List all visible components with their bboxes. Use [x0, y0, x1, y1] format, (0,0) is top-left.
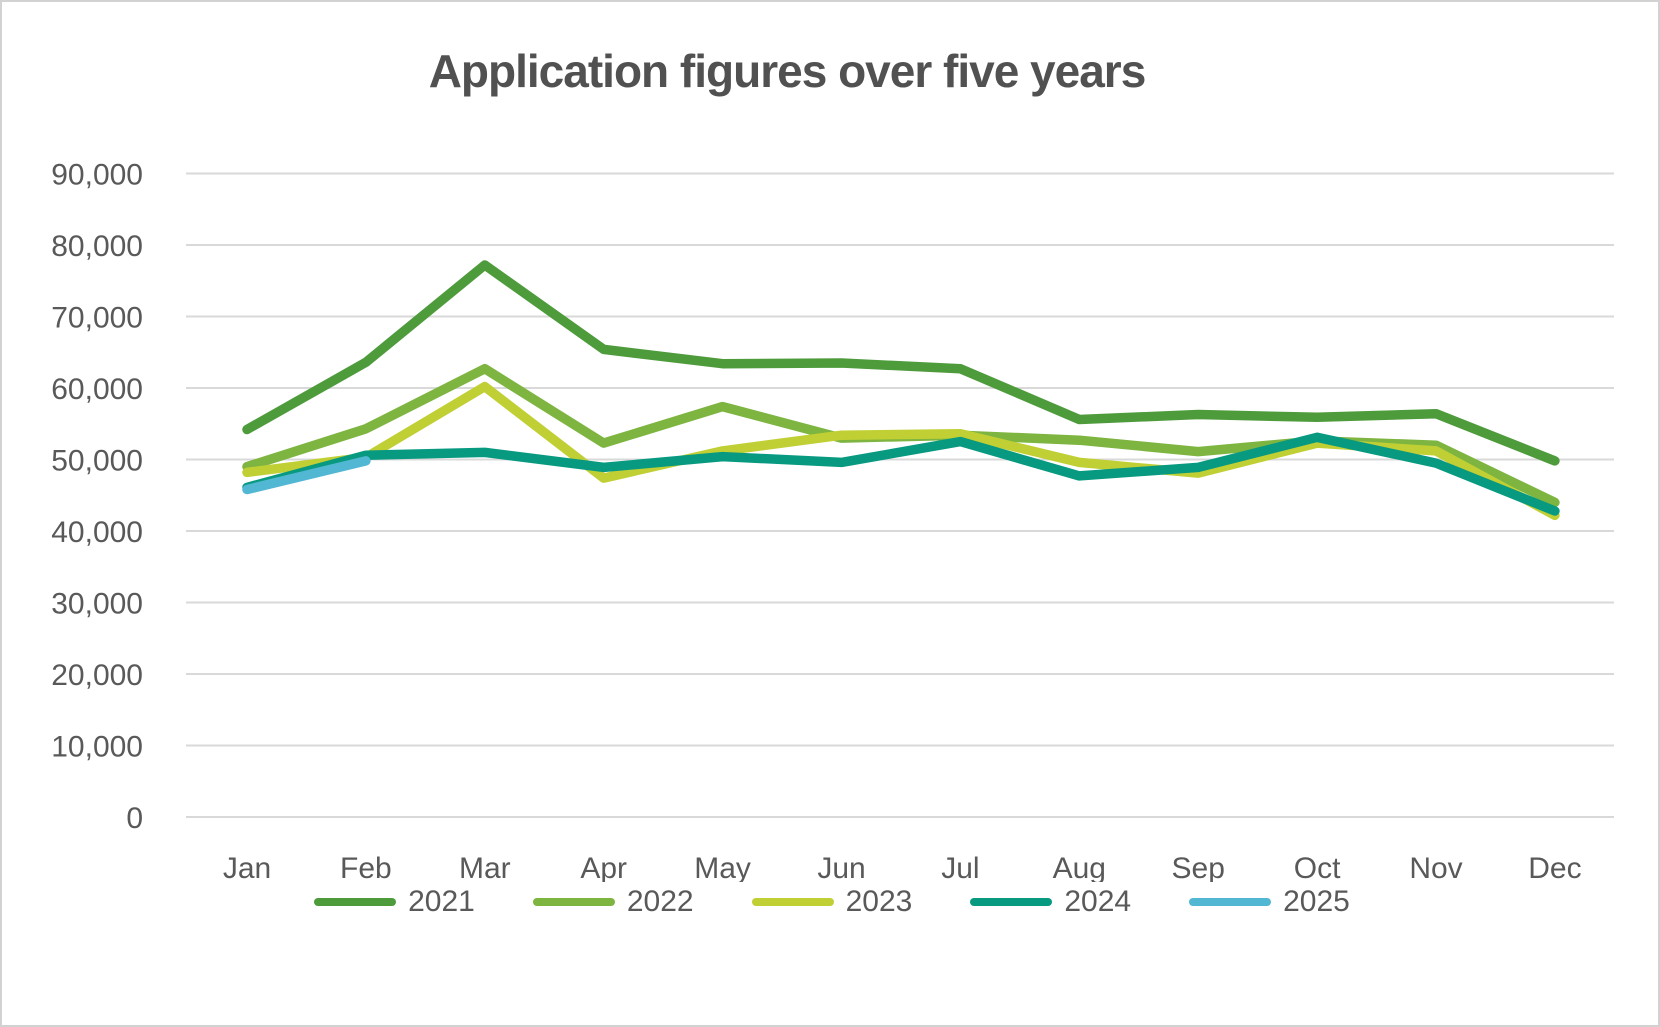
x-axis-label: Mar	[459, 852, 511, 882]
x-axis-label: Jul	[941, 852, 979, 882]
x-axis-label: Aug	[1053, 852, 1106, 882]
legend-label: 2023	[845, 885, 913, 918]
legend-item-2023: 2023	[751, 885, 913, 919]
legend-item-2021: 2021	[314, 885, 475, 919]
y-axis-label: 0	[126, 802, 143, 835]
x-axis-label: Jun	[817, 852, 865, 882]
legend-swatch-2025	[1189, 898, 1272, 906]
x-axis-label: Feb	[340, 852, 392, 882]
x-axis-label: Nov	[1409, 852, 1462, 882]
series-line-2024	[242, 432, 1560, 516]
line-chart-plot-area: 0 10,000 20,000 30,000 40,000 50,000 60,000 70,…	[51, 159, 1614, 882]
x-axis-label: Apr	[580, 852, 627, 882]
y-axis-label: 90,000	[51, 159, 143, 192]
y-axis-label: 20,000	[51, 659, 143, 692]
x-axis-label: May	[694, 852, 751, 882]
y-axis-label: 50,000	[51, 445, 143, 478]
legend-swatch-2024	[970, 898, 1053, 906]
legend-swatch-2023	[751, 898, 834, 906]
chart-title: Application figures over five years	[428, 45, 1147, 97]
legend-swatch-2022	[532, 898, 615, 906]
y-axis-label: 10,000	[51, 731, 143, 764]
legend-swatch-2021	[314, 898, 397, 906]
y-axis-label: 40,000	[51, 516, 143, 549]
legend-label: 2021	[408, 885, 475, 918]
series-line-2021	[242, 260, 1560, 466]
x-axis-label: Dec	[1528, 852, 1581, 882]
x-axis-label: Sep	[1172, 852, 1225, 882]
y-axis-label: 60,000	[51, 373, 143, 406]
x-axis-label: Jan	[223, 852, 271, 882]
y-axis-label: 70,000	[51, 302, 143, 335]
legend-label: 2025	[1283, 885, 1350, 918]
x-axis-label: Oct	[1294, 852, 1341, 882]
y-axis-label: 80,000	[51, 230, 143, 263]
legend-item-2025: 2025	[1189, 885, 1350, 919]
y-axis-label: 30,000	[51, 588, 143, 621]
legend-label: 2024	[1064, 885, 1132, 918]
legend-label: 2022	[626, 885, 694, 918]
series-line-2025	[242, 456, 371, 495]
legend-item-2022: 2022	[532, 885, 694, 919]
chart-legend: 2021 2022 2023 2024 2025	[2, 885, 1658, 919]
legend-item-2024: 2024	[970, 885, 1131, 919]
